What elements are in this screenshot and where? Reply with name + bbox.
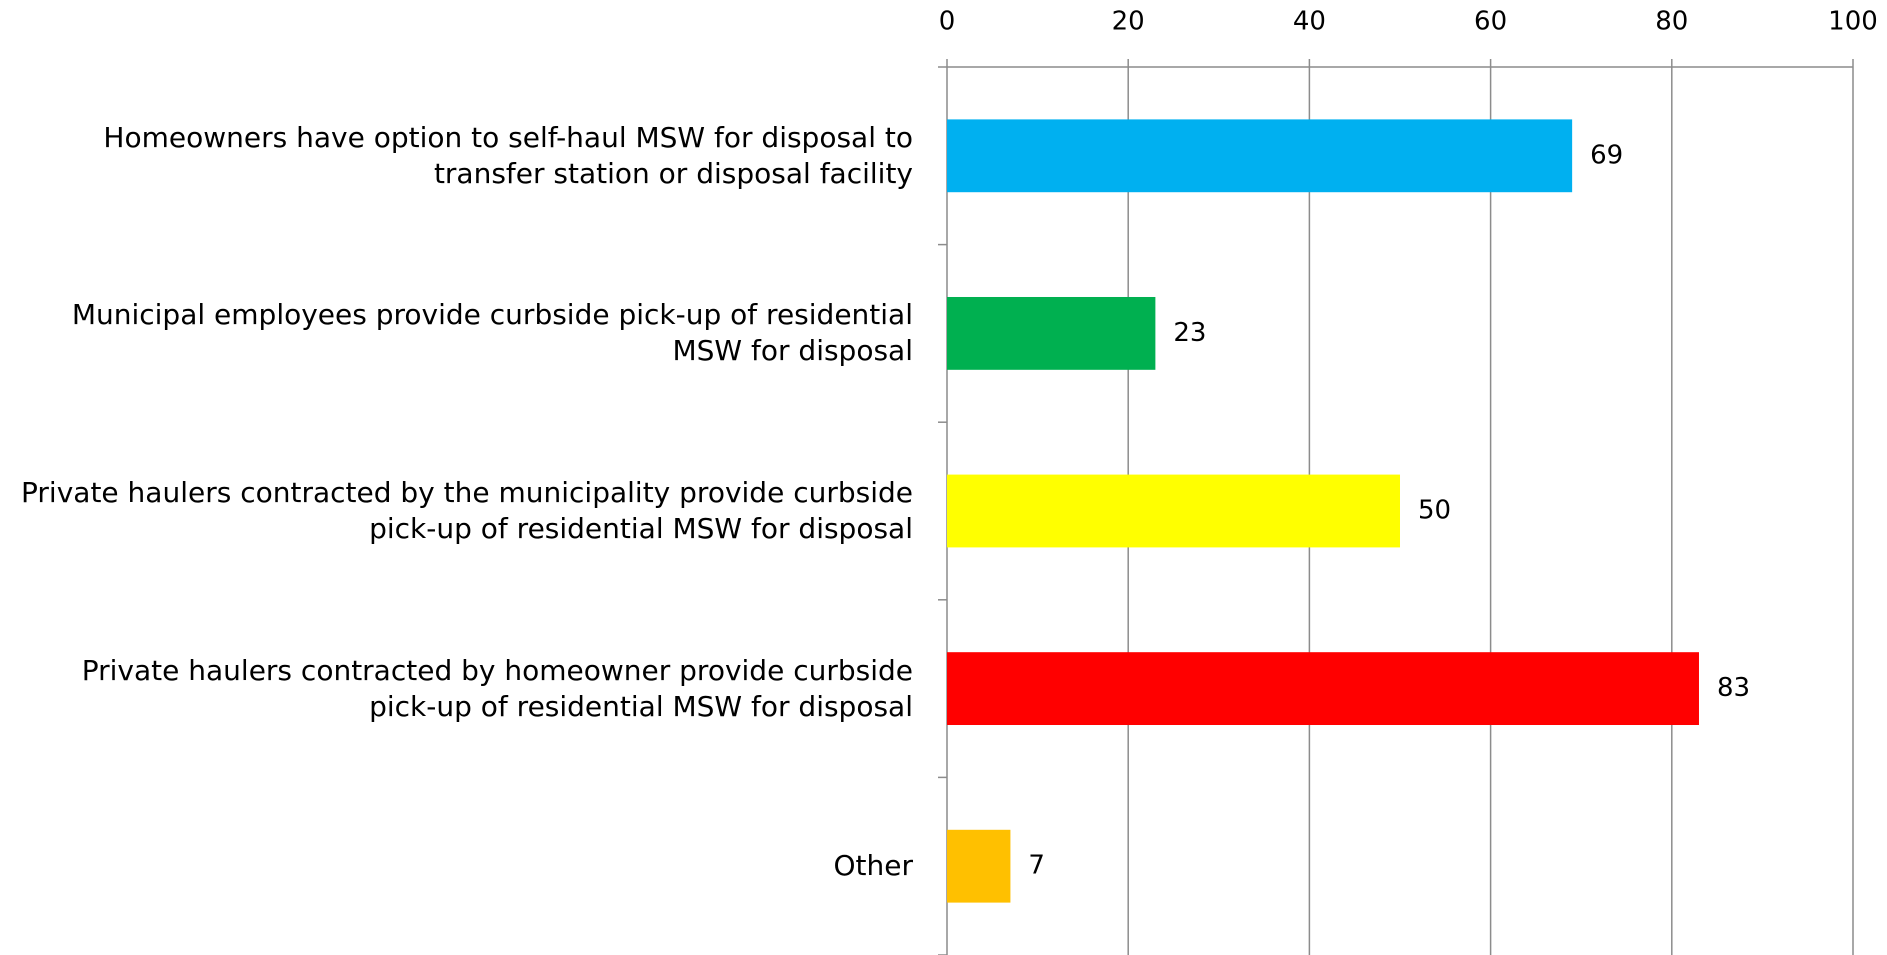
y-tick-label: Private haulers contracted by homeowner … [81,653,913,723]
data-label: 69 [1590,140,1623,170]
x-tick-label: 60 [1474,7,1507,37]
x-tick-label: 0 [939,7,956,37]
x-tick-label: 80 [1655,7,1688,37]
x-tick-label: 40 [1293,7,1326,37]
x-tick-label: 100 [1828,7,1878,37]
data-label: 7 [1028,851,1045,881]
bar [947,652,1699,726]
bar [947,296,1156,370]
y-tick-label: Municipal employees provide curbside pic… [71,298,913,368]
y-tick-label: Private haulers contracted by the munici… [21,476,913,545]
data-label: 83 [1717,673,1750,703]
y-tick-label: Homeowners have option to self-haul MSW … [103,120,913,190]
bar [947,119,1573,193]
y-tick-label: Other [833,849,913,883]
bar [947,829,1011,903]
data-label: 50 [1418,496,1451,526]
bar [947,474,1400,548]
x-tick-label: 20 [1112,7,1145,37]
data-label: 23 [1173,318,1206,348]
